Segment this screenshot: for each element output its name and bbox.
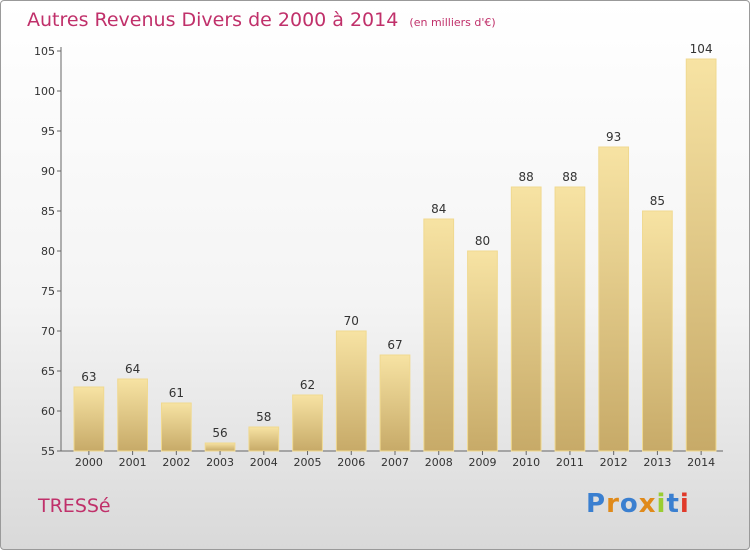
x-tick-label: 2008 [425,456,453,469]
y-tick-label: 70 [41,325,55,338]
x-tick-label: 2005 [294,456,322,469]
x-tick-label: 2004 [250,456,278,469]
data-label-2005: 62 [300,378,315,392]
bar-2004 [248,426,280,452]
proxiti-logo[interactable]: Proxiti [586,489,690,519]
data-label-2003: 56 [212,426,227,440]
chart-title: Autres Revenus Divers de 2000 à 2014 [27,9,399,31]
chart-unit: (en milliers d'€) [409,16,496,29]
x-tick-label: 2001 [119,456,147,469]
logo-letter: i [656,489,667,519]
data-label-2009: 80 [475,234,490,248]
bar-2006 [335,330,367,452]
logo-letter: t [666,489,680,519]
logo-letter: i [679,489,690,519]
y-tick-label: 105 [34,45,55,58]
bar-2001 [117,378,148,452]
x-tick-label: 2000 [75,456,103,469]
bar-2010 [510,186,542,452]
y-tick-label: 100 [34,85,55,98]
y-tick-label: 90 [41,165,55,178]
logo-letter: o [619,489,639,519]
bar-2008 [423,218,455,452]
x-tick-label: 2007 [381,456,409,469]
x-tick-label: 2014 [687,456,715,469]
data-label-2011: 88 [562,170,577,184]
x-tick-label: 2012 [600,456,628,469]
y-tick-label: 65 [41,365,55,378]
logo-letter: x [638,489,657,519]
y-tick-label: 75 [41,285,55,298]
x-tick-label: 2002 [162,456,190,469]
data-label-2013: 85 [650,194,665,208]
y-tick-label: 55 [41,445,55,458]
data-label-2004: 58 [256,410,271,424]
y-tick-label: 80 [41,245,55,258]
data-label-2002: 61 [169,386,184,400]
data-label-2008: 84 [431,202,446,216]
y-tick-label: 95 [41,125,55,138]
place-name: TRESSé [38,495,111,517]
x-tick-label: 2013 [643,456,671,469]
logo-letter: r [606,489,620,519]
y-tick-label: 85 [41,205,55,218]
bar-2014 [685,58,717,452]
data-label-2007: 67 [387,338,402,352]
chart-title-block: Autres Revenus Divers de 2000 à 2014 (en… [27,9,496,31]
data-label-2012: 93 [606,130,621,144]
bar-2002 [160,402,192,452]
data-label-2014: 104 [690,42,713,56]
data-label-2000: 63 [81,370,96,384]
bar-2009 [467,250,498,452]
bar-2007 [379,354,411,452]
x-tick-label: 2006 [337,456,365,469]
x-tick-label: 2010 [512,456,540,469]
data-label-2001: 64 [125,362,140,376]
bar-2005 [292,394,323,452]
bar-2003 [204,442,236,452]
data-label-2010: 88 [519,170,534,184]
bar-2013 [642,210,673,452]
logo-letter: P [586,489,607,519]
data-label-2006: 70 [344,314,359,328]
x-tick-label: 2003 [206,456,234,469]
y-tick-label: 60 [41,405,55,418]
x-tick-label: 2011 [556,456,584,469]
bar-2011 [554,186,586,452]
x-tick-label: 2009 [468,456,496,469]
bar-2012 [598,146,630,452]
bar-2000 [73,386,105,452]
